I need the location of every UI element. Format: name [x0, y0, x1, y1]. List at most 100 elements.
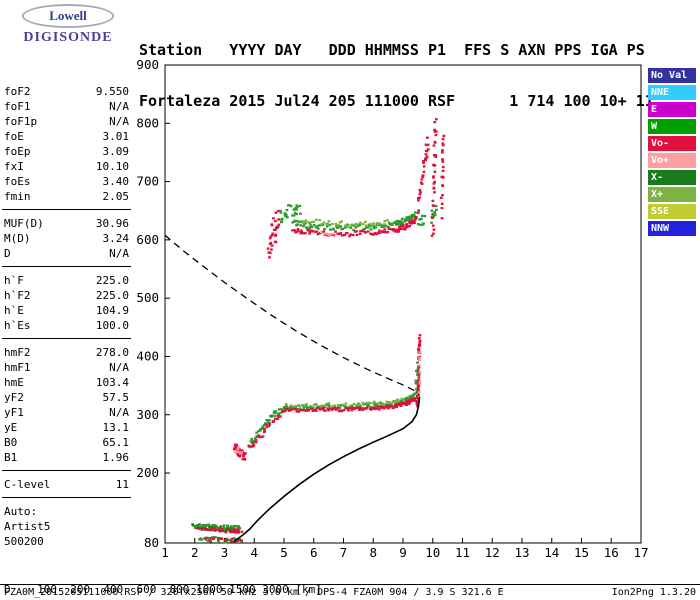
param-label: foE [4, 130, 24, 143]
station-header: Station YYYY DAY DDD HHMMSS P1 FFS S AXN… [139, 8, 654, 144]
x-tick-label: 2 [191, 545, 199, 560]
trace-second-hop-rise-red [416, 136, 430, 214]
x-tick-label: 6 [310, 545, 318, 560]
param-row-hes: h`Es 100.0 [2, 318, 131, 333]
x-tick-label: 7 [340, 545, 348, 560]
trace-f-trace-flat-light-green [284, 397, 406, 408]
x-tick-label: 1 [161, 545, 169, 560]
param-value: 65.1 [102, 436, 130, 449]
header-columns-row: Station YYYY DAY DDD HHMMSS P1 FFS S AXN… [139, 41, 645, 59]
status-file-info: FZA0M_2015205111000.RSF / 320fx256h 50 k… [4, 587, 504, 598]
x-tick-label: 8 [369, 545, 377, 560]
param-label: h`F [4, 274, 24, 287]
y-tick-label: 900 [136, 57, 159, 72]
x-tick-label: 17 [633, 545, 648, 560]
logo-digisonde-text: DIGISONDE [23, 30, 113, 45]
x-tick-label: 9 [399, 545, 407, 560]
param-row-fof2: foF2 9.550 [2, 84, 131, 99]
trace-second-hop-onset-red [266, 209, 281, 259]
param-label: foF2 [4, 85, 31, 98]
logo-lowell-text: Lowell [49, 8, 87, 23]
param-value: N/A [109, 406, 129, 419]
y-tick-label: 700 [136, 174, 159, 189]
param-label: yE [4, 421, 18, 434]
param-row-b1: B1 1.96 [2, 450, 131, 465]
panel-divider [2, 209, 131, 210]
y-tick-label: 300 [136, 407, 159, 422]
param-row-he: h`E 104.9 [2, 303, 131, 318]
param-row-yf2: yF2 57.5 [2, 390, 131, 405]
bottomside-profile-solid-line [232, 396, 421, 543]
param-value: 225.0 [95, 289, 129, 302]
echo-status-legend: No Val NNE E W Vo- Vo+ X- X+ SSE NNW [648, 68, 696, 238]
param-label: foF1 [4, 100, 31, 113]
trace-second-hop-onset-green [279, 204, 302, 224]
param-label: h`F2 [4, 289, 31, 302]
panel-divider [2, 470, 131, 471]
legend-item-x+: X+ [648, 187, 696, 202]
x-tick-label: 11 [455, 545, 470, 560]
legend-item-nnw: NNW [648, 221, 696, 236]
param-value: 57.5 [102, 391, 130, 404]
param-row-foes: foEs 3.40 [2, 174, 131, 189]
param-label: foF1p [4, 115, 38, 128]
param-row-b0: B0 65.1 [2, 435, 131, 450]
x-tick-label: 10 [425, 545, 440, 560]
param-row-md: M(D) 3.24 [2, 231, 131, 246]
param-label: fxI [4, 160, 24, 173]
distance-muf-table: D 100 200 400 600 800 1000 1500 3000 [km… [4, 559, 329, 600]
param-label: B1 [4, 451, 18, 464]
param-row-fxi: fxI 10.10 [2, 159, 131, 174]
trace-second-hop-green-flecks-1 [416, 214, 427, 227]
x-tick-label: 5 [280, 545, 288, 560]
x-tick-label: 12 [485, 545, 500, 560]
param-value: 100.0 [95, 319, 129, 332]
legend-item-nne: NNE [648, 85, 696, 100]
status-program-version: Ion2Png 1.3.20 [611, 587, 696, 598]
legend-item-vo+: Vo+ [648, 153, 696, 168]
y-tick-label: 80 [144, 535, 159, 550]
param-value: 225.0 [95, 274, 129, 287]
ionogram-echo-dots [191, 118, 446, 544]
logo-oval: Lowell [22, 4, 114, 28]
param-value: 103.4 [95, 376, 129, 389]
panel-divider [2, 266, 131, 267]
param-label: yF2 [4, 391, 24, 404]
param-value: 9.550 [95, 85, 129, 98]
axis-ticks: 1 2 3 4 5 6 7 8 9 10 11 12 13 14 15 16 17900800700600500… [136, 57, 648, 560]
x-tick-label: 15 [574, 545, 589, 560]
autoscaling-info-line: Auto: [4, 505, 38, 518]
trace-second-hop-flat-red [291, 216, 418, 238]
param-label: yF1 [4, 406, 24, 419]
y-tick-label: 200 [136, 465, 159, 480]
status-bar: FZA0M_2015205111000.RSF / 320fx256h 50 k… [0, 584, 700, 600]
param-row-fof1: foF1 N/A [2, 99, 131, 114]
param-value: 104.9 [95, 304, 129, 317]
lowell-digisonde-logo: Lowell DIGISONDE [6, 4, 130, 46]
param-label: foEp [4, 145, 31, 158]
param-label: M(D) [4, 232, 31, 245]
legend-item-x-: X- [648, 170, 696, 185]
distance-row: D 100 200 400 600 800 1000 1500 3000 [km… [4, 583, 322, 596]
param-row-hf: h`F 225.0 [2, 273, 131, 288]
x-tick-label: 16 [604, 545, 619, 560]
param-row-yf1: yF1 N/A [2, 405, 131, 420]
trace-second-hop-flat-light-green [301, 218, 389, 228]
legend-item-sse: SSE [648, 204, 696, 219]
param-value: 3.01 [102, 130, 130, 143]
param-row-fof1p: foF1p N/A [2, 114, 131, 129]
trace-second-hop-green-flecks-2 [430, 204, 438, 224]
trace-low-clutter-red [204, 536, 243, 543]
legend-item-w: W [648, 119, 696, 134]
x-tick-label: 14 [544, 545, 559, 560]
param-row-foep: foEp 3.09 [2, 144, 131, 159]
param-value: N/A [109, 247, 129, 260]
param-row-hme: hmE 103.4 [2, 375, 131, 390]
param-value: 2.05 [102, 190, 130, 203]
param-label: D [4, 247, 11, 260]
param-label: hmF2 [4, 346, 31, 359]
trace-e-layer-trace-red [196, 527, 244, 534]
param-label: B0 [4, 436, 18, 449]
